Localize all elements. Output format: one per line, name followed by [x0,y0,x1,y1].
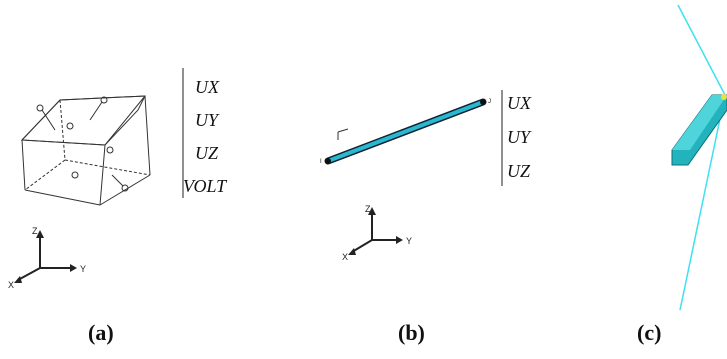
dof-label: UZ [195,143,219,163]
caption: (c) [637,320,661,345]
dof-label: UY [195,110,220,130]
beam-element [325,99,486,164]
axis-label: Y [80,264,86,274]
small-triad [338,129,348,140]
dof-label: UY [507,127,532,147]
node-label: J [488,99,491,105]
axis-label: X [342,252,348,262]
caption: (b) [398,320,425,345]
figure: UX UY UZ VOLT Z X Y (a) I J UX UY UZ Z X… [0,0,727,359]
axis-label: Y [406,236,412,246]
axis-label: Z [32,226,38,236]
axis-triad [348,207,403,255]
caption: (a) [88,320,114,345]
dof-label: UZ [507,161,531,181]
axis-triad [14,230,77,283]
dof-label: VOLT [183,176,228,196]
axis-label: Z [365,204,371,214]
cube-element [22,96,150,205]
dof-label: UX [195,77,220,97]
dof-label: UX [507,93,532,113]
axis-label: X [8,280,14,290]
model-3d [672,5,727,310]
node-label: I [320,159,322,165]
